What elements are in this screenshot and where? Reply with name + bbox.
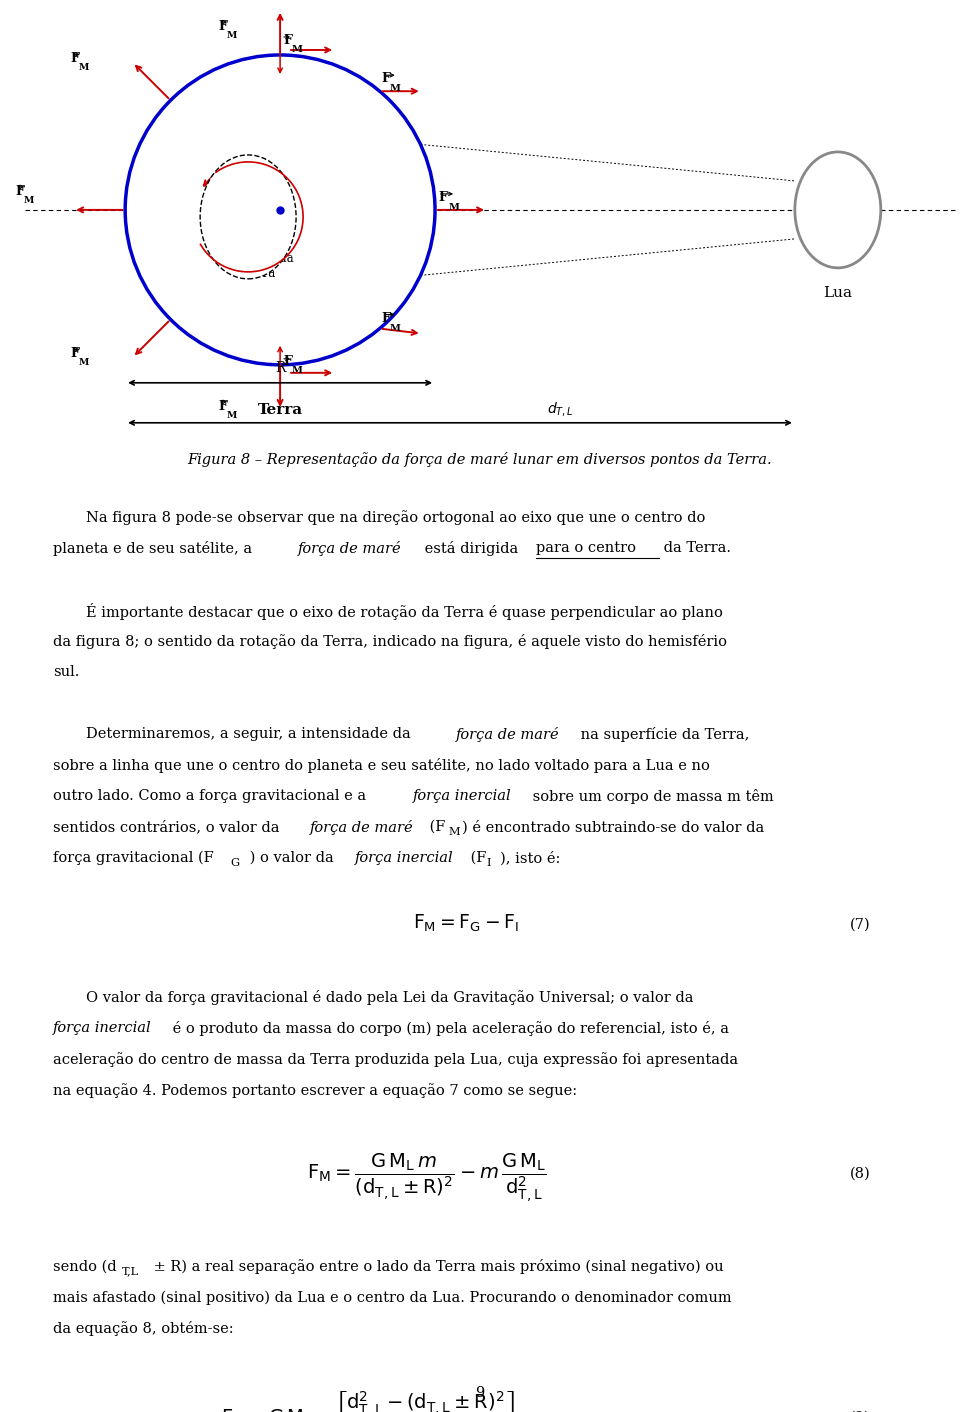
Text: ) o valor da: ) o valor da <box>245 851 338 864</box>
Text: força inercial: força inercial <box>355 851 454 864</box>
Text: F: F <box>283 354 292 367</box>
Circle shape <box>125 55 435 364</box>
Text: $d_{T,L}$: $d_{T,L}$ <box>546 400 573 418</box>
Text: M: M <box>227 411 236 419</box>
Text: M: M <box>390 323 400 333</box>
Text: força de maré: força de maré <box>456 727 560 743</box>
Text: sobre a linha que une o centro do planeta e seu satélite, no lado voltado para a: sobre a linha que une o centro do planet… <box>53 758 709 772</box>
Text: força inercial: força inercial <box>413 789 512 803</box>
Text: é o produto da massa do corpo (m) pela aceleração do referencial, isto é, a: é o produto da massa do corpo (m) pela a… <box>168 1021 729 1036</box>
Text: M: M <box>79 359 89 367</box>
Text: 9: 9 <box>475 1387 485 1401</box>
Text: aceleração do centro de massa da Terra produzida pela Lua, cuja expressão foi ap: aceleração do centro de massa da Terra p… <box>53 1052 738 1067</box>
Text: planeta e de seu satélite, a: planeta e de seu satélite, a <box>53 541 256 556</box>
Text: $\mathrm{F_M} = \mathrm{F_G} - \mathrm{F_I}$: $\mathrm{F_M} = \mathrm{F_G} - \mathrm{F… <box>413 912 518 933</box>
Text: sobre um corpo de massa m têm: sobre um corpo de massa m têm <box>528 789 774 803</box>
Text: T,L: T,L <box>122 1267 139 1276</box>
Text: F: F <box>382 312 391 325</box>
Text: F: F <box>15 185 24 198</box>
Text: R: R <box>275 361 285 374</box>
Text: M: M <box>227 31 236 40</box>
Text: (7): (7) <box>850 918 870 932</box>
Text: (8): (8) <box>850 1166 871 1180</box>
Text: I: I <box>487 857 492 867</box>
Text: F: F <box>71 52 80 65</box>
Text: ± R) a real separação entre o lado da Terra mais próximo (sinal negativo) ou: ± R) a real separação entre o lado da Te… <box>149 1260 724 1275</box>
Text: Figura 8 – Representação da força de maré lunar em diversos pontos da Terra.: Figura 8 – Representação da força de mar… <box>188 452 772 466</box>
Text: está dirigida: está dirigida <box>420 541 523 556</box>
Text: sentidos contrários, o valor da: sentidos contrários, o valor da <box>53 820 284 834</box>
Text: F: F <box>438 191 447 203</box>
Text: Determinaremos, a seguir, a intensidade da: Determinaremos, a seguir, a intensidade … <box>86 727 416 741</box>
Ellipse shape <box>200 155 296 278</box>
Text: Rotação da
Terra: Rotação da Terra <box>227 251 294 280</box>
Text: M: M <box>448 826 460 837</box>
Text: ) é encontrado subtraindo-se do valor da: ) é encontrado subtraindo-se do valor da <box>462 820 764 834</box>
Text: sul.: sul. <box>53 665 79 679</box>
Text: (F: (F <box>466 851 486 864</box>
Text: força inercial: força inercial <box>53 1021 152 1035</box>
Text: M: M <box>79 64 89 72</box>
Text: F: F <box>283 34 292 47</box>
Text: F: F <box>218 400 227 412</box>
Text: da figura 8; o sentido da rotação da Terra, indicado na figura, é aquele visto d: da figura 8; o sentido da rotação da Ter… <box>53 634 727 650</box>
Text: F: F <box>382 72 391 85</box>
Text: M: M <box>291 45 302 54</box>
Text: F: F <box>71 347 80 360</box>
Text: M: M <box>23 196 34 205</box>
Text: na superfície da Terra,: na superfície da Terra, <box>576 727 750 743</box>
Text: sendo (d: sendo (d <box>53 1260 116 1274</box>
Text: Na figura 8 pode-se observar que na direção ortogonal ao eixo que une o centro d: Na figura 8 pode-se observar que na dire… <box>86 510 706 525</box>
Text: força gravitacional (F: força gravitacional (F <box>53 851 213 866</box>
Text: M: M <box>291 366 302 374</box>
Ellipse shape <box>795 152 881 268</box>
Text: força de maré: força de maré <box>298 541 401 556</box>
Text: G: G <box>230 857 240 867</box>
Text: mais afastado (sinal positivo) da Lua e o centro da Lua. Procurando o denominado: mais afastado (sinal positivo) da Lua e … <box>53 1291 732 1305</box>
Text: O valor da força gravitacional é dado pela Lei da Gravitação Universal; o valor : O valor da força gravitacional é dado pe… <box>86 990 694 1005</box>
Text: M: M <box>390 85 400 93</box>
Text: outro lado. Como a força gravitacional e a: outro lado. Como a força gravitacional e… <box>53 789 371 803</box>
Text: para o centro: para o centro <box>536 541 636 555</box>
Text: Terra: Terra <box>257 402 302 417</box>
Text: força de maré: força de maré <box>310 820 414 834</box>
Text: É importante destacar que o eixo de rotação da Terra é quase perpendicular ao pl: É importante destacar que o eixo de rota… <box>86 603 723 620</box>
Text: (F: (F <box>425 820 445 834</box>
Text: $\mathrm{F_M} = \dfrac{\mathrm{G\,M_L}\,m}{(\mathrm{d_{T,L}} \pm \mathrm{R})^2} : $\mathrm{F_M} = \dfrac{\mathrm{G\,M_L}\,… <box>307 1151 547 1204</box>
Text: F: F <box>218 20 227 32</box>
Text: da Terra.: da Terra. <box>659 541 731 555</box>
Text: $\mathrm{F_M} = \mathrm{G\,M_L}\,m\left[\dfrac{\mathrm{d_{T,L}^2} - (\mathrm{d_{: $\mathrm{F_M} = \mathrm{G\,M_L}\,m\left[… <box>221 1389 516 1412</box>
Text: da equação 8, obtém-se:: da equação 8, obtém-se: <box>53 1322 233 1336</box>
Text: M: M <box>449 203 460 212</box>
Text: na equação 4. Podemos portanto escrever a equação 7 como se segue:: na equação 4. Podemos portanto escrever … <box>53 1083 577 1097</box>
Text: Lua: Lua <box>824 285 852 299</box>
Text: ), isto é:: ), isto é: <box>500 851 561 866</box>
